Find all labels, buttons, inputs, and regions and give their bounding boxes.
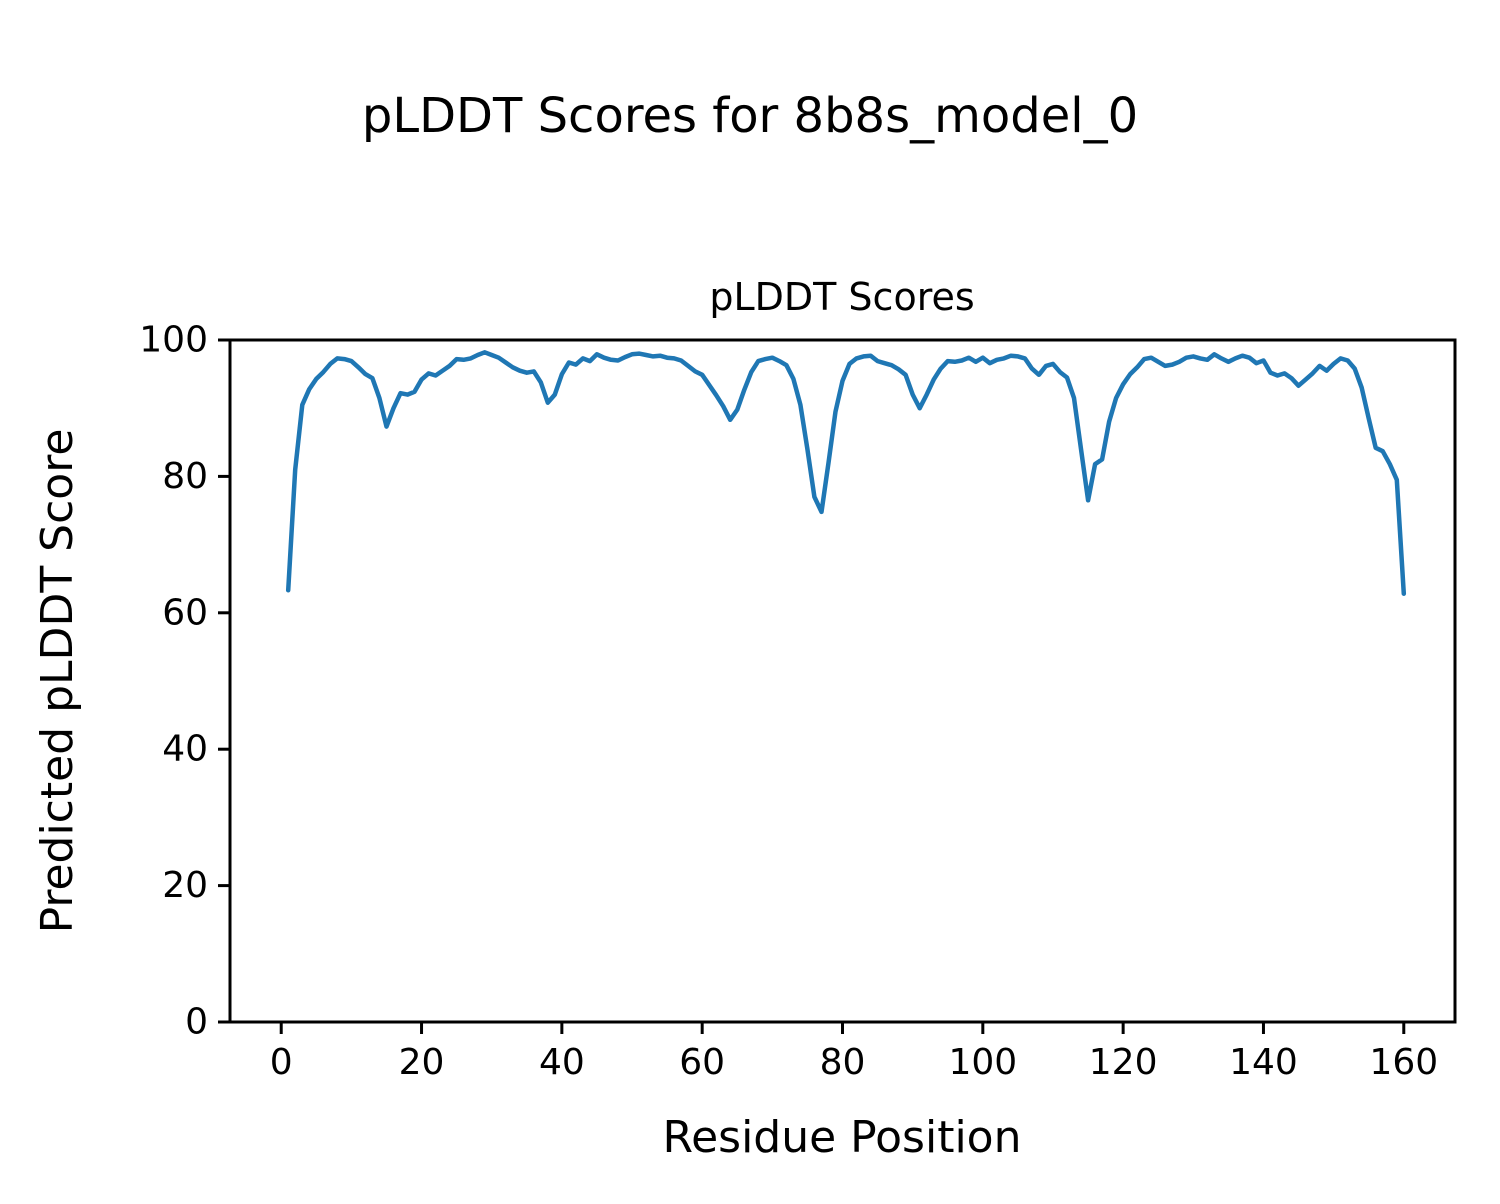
x-tick-label: 120 — [1089, 1042, 1158, 1083]
y-tick-label: 40 — [162, 729, 208, 770]
y-tick-label: 100 — [139, 320, 208, 361]
x-tick-label: 40 — [539, 1042, 585, 1083]
y-tick-label: 20 — [162, 865, 208, 906]
x-tick-label: 20 — [399, 1042, 445, 1083]
x-tick-label: 0 — [270, 1042, 293, 1083]
figure-title: pLDDT Scores for 8b8s_model_0 — [362, 88, 1138, 144]
y-tick-label: 60 — [162, 592, 208, 633]
y-axis-ticks: 0 20 40 60 80 100 — [139, 320, 230, 1043]
x-tick-label: 80 — [820, 1042, 866, 1083]
x-tick-label: 160 — [1369, 1042, 1438, 1083]
x-axis-ticks: 0 20 40 60 80 100 120 140 160 — [270, 1022, 1438, 1083]
y-tick-label: 0 — [185, 1002, 208, 1043]
x-tick-label: 100 — [948, 1042, 1017, 1083]
y-axis-label: Predicted pLDDT Score — [32, 429, 83, 934]
x-tick-label: 140 — [1229, 1042, 1298, 1083]
y-tick-label: 80 — [162, 456, 208, 497]
plot-area-frame — [228, 338, 1457, 1024]
x-tick-label: 60 — [679, 1042, 725, 1083]
axes-title: pLDDT Scores — [709, 275, 974, 319]
plddt-line — [285, 350, 1407, 596]
x-axis-label: Residue Position — [662, 1112, 1021, 1163]
series-group — [285, 350, 1407, 596]
